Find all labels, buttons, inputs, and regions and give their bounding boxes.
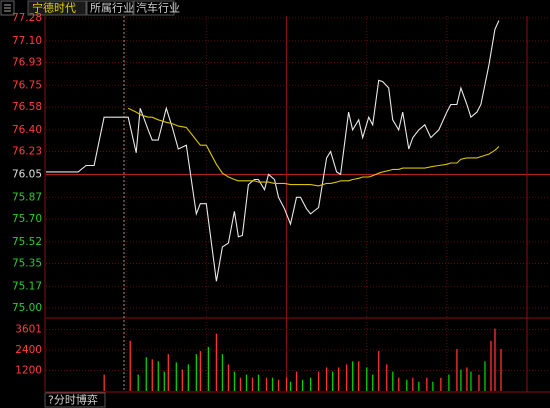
volume-bar [317,371,320,391]
volume-bar [470,371,472,391]
y-tick-label: 75.52 [12,236,42,248]
tab-label: 宁德时代 [32,1,76,15]
price-line [127,107,500,187]
volume-bar [440,377,442,391]
menu-icon-lines [4,4,11,12]
volume-bar [466,367,468,391]
y-tick-label: 76.40 [12,124,42,136]
volume-bar [460,369,462,391]
volume-bar [187,364,189,391]
footer-tab[interactable] [44,392,106,408]
volume-bar [331,371,334,391]
y-tick-label: 75.87 [12,191,42,203]
volume-bar [167,354,169,391]
volume-bar [245,374,248,391]
volume-bar [372,374,374,391]
volume-bar [227,364,230,391]
volume-bar [358,361,360,391]
volume-bar [285,377,288,391]
volume-bar [239,377,242,391]
y-tick-label: 3601 [15,324,42,336]
y-tick-label: 2400 [15,344,42,356]
tab[interactable] [86,0,134,16]
tab[interactable] [133,0,175,16]
volume-bar [145,357,147,391]
volume-bar [426,377,428,391]
volume-bar [295,371,298,391]
volume-bar [392,371,394,391]
volume-bar [386,364,388,391]
volume-bar [103,374,105,391]
volume-bar [271,377,274,391]
volume-bar [233,371,236,391]
tab[interactable] [27,0,87,16]
volume-bar [175,362,177,391]
y-tick-label: 75.70 [12,213,42,225]
volume-bar [157,361,159,391]
y-tick-label: 76.05 [12,168,42,180]
y-tick-label: 75.35 [12,257,42,269]
volume-bar [277,379,280,391]
volume-bar [257,374,260,391]
y-tick-label: 75.17 [12,280,42,292]
volume-bar [398,377,400,391]
y-tick-label: 77.10 [12,35,42,47]
volume-bar [418,381,420,391]
y-tick-label: 76.23 [12,146,42,158]
volume-bar [490,340,492,391]
footer-tab-label: ?分时博弈 [48,393,98,407]
volume-bar [129,340,131,391]
volume-bar [215,333,218,391]
volume-bar [338,367,340,391]
volume-bar [199,351,202,391]
y-tick-label: 76.58 [12,101,42,113]
y-tick-label: 77.28 [12,12,42,24]
volume-bar [432,381,434,391]
volume-bar [301,379,304,391]
volume-bar [406,379,408,391]
volume-bar [181,369,183,391]
volume-bar [352,361,354,391]
volume-bar [456,349,458,391]
volume-bar [448,374,450,391]
volume-bar [265,377,268,391]
volume-bar [195,354,198,391]
volume-bar [378,351,380,391]
volume-bar [346,364,348,391]
volume-bar [325,367,328,391]
volume-bar [412,377,414,391]
volume-bar [251,377,254,391]
volume-bar [500,349,502,391]
tab-bar: 宁德时代 所属行业 汽车行业 [27,0,180,16]
volume-bar [494,328,496,391]
volume-bar [309,377,312,391]
tab-label: 汽车行业 [136,1,180,15]
volume-bar [289,381,292,391]
y-tick-label: 1200 [15,365,42,377]
y-tick-label: 76.75 [12,79,42,91]
volume-bar [484,361,486,391]
y-tick-label: 76.93 [12,57,42,69]
price-line [46,20,500,282]
tab-label: 所属行业 [90,2,134,15]
volume-bar [151,359,153,391]
y-tick-label: 75.00 [12,302,42,314]
menu-icon[interactable] [0,0,15,16]
volume-bar [207,346,210,391]
volume-bar [366,367,368,391]
volume-bar [163,371,165,391]
volume-bar [137,374,139,391]
volume-bar [478,374,480,391]
volume-bar [221,354,224,391]
